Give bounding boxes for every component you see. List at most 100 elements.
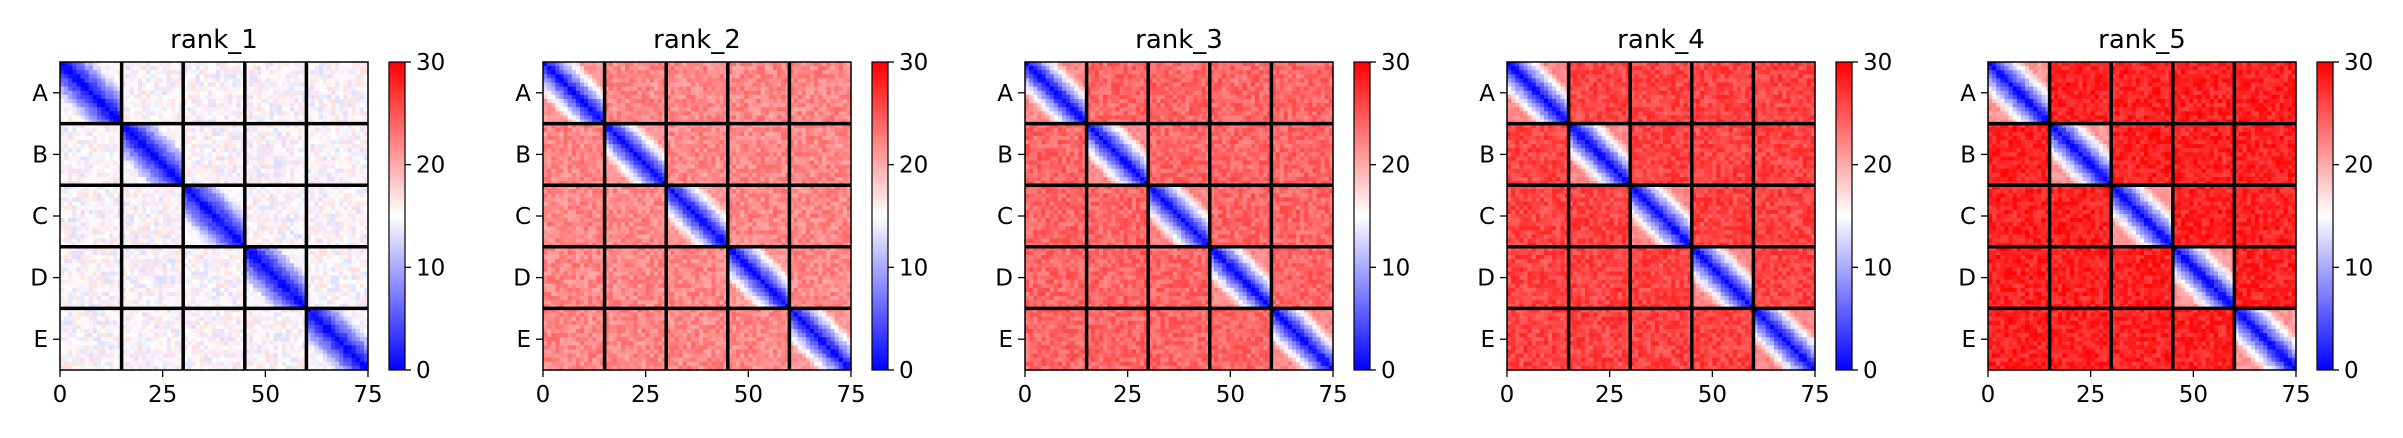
heatmap-cell	[76, 94, 82, 100]
heatmap-cell	[142, 209, 147, 215]
heatmap-cell	[92, 185, 98, 190]
heatmap-cell	[142, 291, 147, 297]
heatmap-cell	[96, 98, 102, 104]
heatmap-cell	[183, 156, 188, 162]
heatmap-cell	[273, 201, 279, 207]
heatmap-cell	[248, 242, 254, 248]
heatmap-cell	[318, 103, 324, 108]
heatmap-cell	[142, 238, 147, 244]
heatmap-cell	[318, 185, 324, 190]
heatmap-cell	[232, 168, 238, 174]
heatmap-cell	[302, 267, 307, 273]
heatmap-cell	[68, 152, 73, 158]
heatmap-cell	[310, 320, 316, 326]
heatmap-cell	[331, 197, 336, 203]
heatmap-cell	[88, 263, 94, 268]
heatmap-cell	[101, 205, 106, 211]
heatmap-cell	[80, 316, 86, 322]
heatmap-cell	[117, 164, 123, 170]
heatmap-cell	[183, 119, 188, 125]
heatmap-cell	[294, 275, 299, 281]
heatmap-cell	[187, 160, 193, 166]
heatmap-cell	[261, 78, 266, 84]
heatmap-cell	[117, 103, 123, 108]
heatmap-cell	[207, 152, 213, 158]
heatmap-cell	[355, 209, 361, 215]
heatmap-cell	[142, 205, 147, 211]
heatmap-cell	[117, 287, 123, 293]
heatmap-cell	[281, 324, 287, 330]
heatmap-cell	[170, 271, 176, 277]
heatmap-cell	[236, 324, 242, 330]
heatmap-cell	[76, 209, 82, 215]
heatmap-cell	[125, 316, 131, 322]
heatmap-cell	[187, 320, 193, 326]
heatmap-cell	[199, 127, 205, 133]
heatmap-cell	[68, 176, 73, 182]
heatmap-cell	[207, 201, 213, 207]
heatmap-cell	[302, 135, 307, 141]
heatmap-cell	[138, 250, 143, 256]
heatmap-cell	[166, 115, 172, 121]
heatmap-cell	[166, 160, 172, 166]
heatmap-cell	[306, 86, 312, 92]
heatmap-cell	[138, 201, 143, 207]
heatmap-cell	[294, 152, 299, 158]
heatmap-cell	[109, 312, 114, 318]
heatmap-cell	[351, 242, 357, 248]
heatmap-cell	[72, 291, 78, 297]
heatmap-cell	[170, 324, 176, 330]
heatmap-cell	[113, 144, 119, 149]
heatmap-cell	[138, 255, 143, 260]
heatmap-cell	[154, 181, 160, 186]
heatmap-cell	[289, 300, 295, 305]
heatmap-cell	[355, 168, 361, 174]
heatmap-cell	[187, 111, 193, 116]
heatmap-cell	[68, 316, 73, 322]
heatmap-cell	[92, 333, 98, 338]
heatmap-cell	[207, 222, 213, 227]
heatmap-cell	[64, 103, 69, 108]
heatmap-cell	[72, 328, 78, 334]
heatmap-cell	[138, 189, 143, 195]
heatmap-cell	[101, 90, 106, 96]
heatmap-cell	[269, 131, 275, 137]
heatmap-cell	[187, 222, 193, 227]
heatmap-cell	[150, 135, 156, 141]
heatmap-cell	[113, 324, 119, 330]
heatmap-cell	[60, 148, 65, 153]
heatmap-cell	[224, 242, 229, 248]
heatmap-cell	[322, 328, 328, 334]
heatmap-cell	[121, 127, 127, 133]
heatmap-cell	[236, 193, 242, 199]
heatmap-cell	[310, 271, 316, 277]
heatmap-cell	[154, 328, 160, 334]
heatmap-cell	[347, 115, 353, 121]
heatmap-cell	[125, 246, 131, 252]
heatmap-cell	[138, 333, 143, 338]
heatmap-cell	[92, 62, 98, 67]
heatmap-cell	[96, 312, 102, 318]
heatmap-cell	[363, 176, 369, 182]
heatmap-cell	[133, 103, 139, 108]
heatmap-cell	[138, 181, 143, 186]
heatmap-cell	[322, 123, 328, 129]
heatmap-cell	[298, 316, 303, 322]
heatmap-cell	[105, 82, 110, 88]
heatmap-cell	[129, 115, 135, 121]
heatmap-cell	[92, 144, 98, 149]
heatmap-cell	[101, 193, 106, 199]
heatmap-cell	[187, 140, 193, 145]
heatmap-cell	[281, 103, 287, 108]
heatmap-cell	[294, 148, 299, 153]
heatmap-cell	[105, 148, 110, 153]
heatmap-cell	[146, 218, 151, 223]
heatmap-cell	[302, 82, 307, 88]
heatmap-cell	[166, 156, 172, 162]
heatmap-cell	[84, 300, 90, 305]
heatmap-cell	[64, 308, 69, 314]
heatmap-cell	[187, 333, 193, 338]
heatmap-cell	[105, 74, 110, 80]
heatmap-cell	[68, 283, 73, 289]
heatmap-cell	[240, 304, 246, 309]
